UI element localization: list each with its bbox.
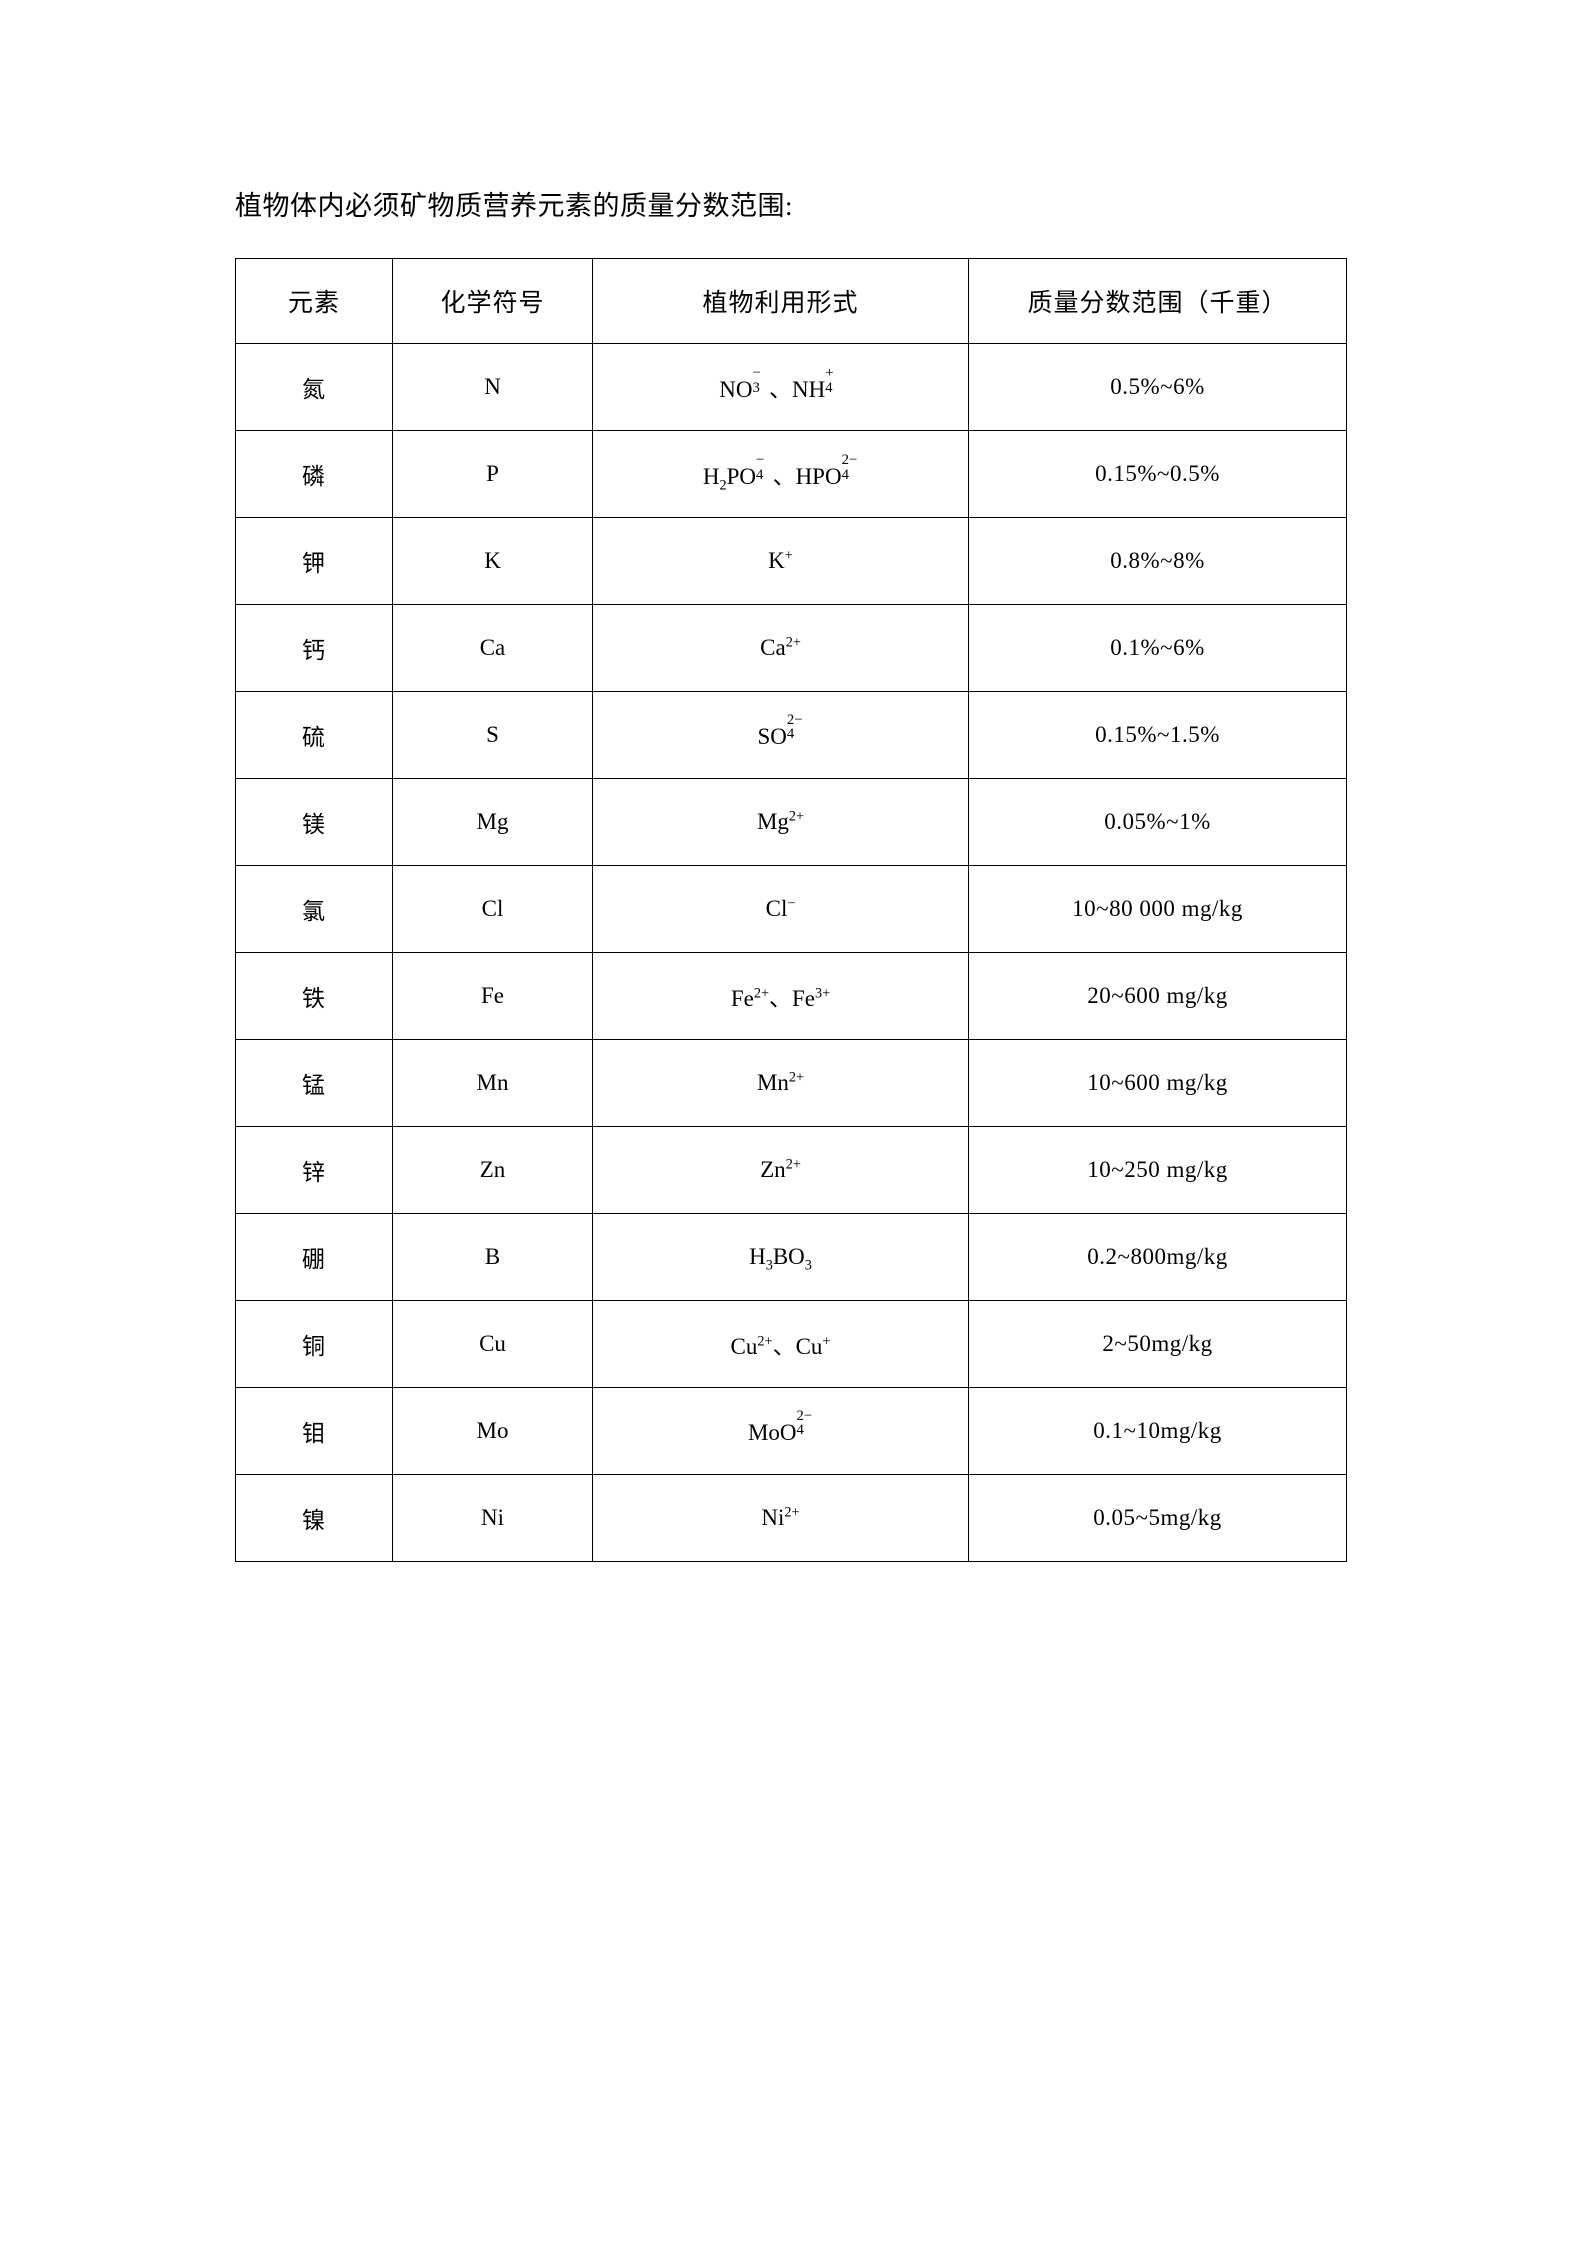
table-row: 氮 N NO −3 、NH +4 0.5%~6% [235,343,1347,431]
cell-mass-fraction-range: 0.5%~6% [968,343,1347,431]
ion-formula: H2PO −4 、HPO 2− 4 [702,452,858,494]
ion-formula: H3BO3 [749,1244,812,1274]
cell-mass-fraction-range: 0.2~800mg/kg [968,1213,1347,1301]
table-row: 镍 Ni Ni2+ 0.05~5mg/kg [235,1474,1347,1562]
ion-formula: Cl− [765,895,796,921]
cell-mass-fraction-range: 0.05%~1% [968,778,1347,866]
cell-element-name: 硫 [235,691,393,779]
cell-uptake-form: Ni2+ [592,1474,969,1562]
ion-formula: Fe2+、Fe3+ [730,985,831,1011]
cell-chemical-symbol: Mn [392,1039,593,1127]
table-row: 锰 Mn Mn2+ 10~600 mg/kg [235,1039,1347,1127]
table-row: 锌 Zn Zn2+ 10~250 mg/kg [235,1126,1347,1214]
cell-element-name: 钙 [235,604,393,692]
cell-mass-fraction-range: 0.8%~8% [968,517,1347,605]
cell-element-name: 钾 [235,517,393,605]
cell-chemical-symbol: N [392,343,593,431]
cell-mass-fraction-range: 0.1%~6% [968,604,1347,692]
cell-chemical-symbol: Ni [392,1474,593,1562]
ion-formula: K+ [768,547,793,573]
cell-uptake-form: Ca2+ [592,604,969,692]
cell-element-name: 镁 [235,778,393,866]
ion-formula: Mg2+ [756,808,805,834]
cell-uptake-form: Cu2+、Cu+ [592,1300,969,1388]
table-row: 镁 Mg Mg2+ 0.05%~1% [235,778,1347,866]
cell-element-name: 钼 [235,1387,393,1475]
cell-element-name: 氯 [235,865,393,953]
table-row: 硫 S SO 2− 4 0.15%~1.5% [235,691,1347,779]
cell-element-name: 硼 [235,1213,393,1301]
ion-formula: Mn2+ [756,1069,805,1095]
table-body: 氮 N NO −3 、NH +4 0.5%~6% 磷 P H2PO −4 、HPO 2− 4 0.15%~0… [235,343,1347,1562]
cell-chemical-symbol: S [392,691,593,779]
ion-formula: MoO 2− 4 [747,1407,813,1445]
table-row: 氯 Cl Cl− 10~80 000 mg/kg [235,865,1347,953]
cell-chemical-symbol: Zn [392,1126,593,1214]
cell-mass-fraction-range: 20~600 mg/kg [968,952,1347,1040]
cell-chemical-symbol: Ca [392,604,593,692]
cell-chemical-symbol: K [392,517,593,605]
cell-element-name: 镍 [235,1474,393,1562]
cell-element-name: 铜 [235,1300,393,1388]
cell-chemical-symbol: Cl [392,865,593,953]
cell-element-name: 磷 [235,430,393,518]
cell-chemical-symbol: P [392,430,593,518]
column-header-element: 元素 [235,258,393,344]
cell-element-name: 氮 [235,343,393,431]
page-title: 植物体内必须矿物质营养元素的质量分数范围: [235,191,794,221]
ion-formula: Zn2+ [760,1156,801,1182]
cell-uptake-form: NO −3 、NH +4 [592,343,969,431]
cell-chemical-symbol: Fe [392,952,593,1040]
ion-formula: Ca2+ [760,634,801,660]
cell-uptake-form: Cl− [592,865,969,953]
cell-uptake-form: Mn2+ [592,1039,969,1127]
cell-uptake-form: Mg2+ [592,778,969,866]
ion-formula: Cu2+、Cu+ [730,1333,831,1359]
cell-uptake-form: K+ [592,517,969,605]
cell-chemical-symbol: Cu [392,1300,593,1388]
ion-formula: NO −3 、NH +4 [719,365,834,402]
cell-mass-fraction-range: 0.1~10mg/kg [968,1387,1347,1475]
ion-formula: Ni2+ [761,1504,800,1530]
table-row: 钙 Ca Ca2+ 0.1%~6% [235,604,1347,692]
cell-mass-fraction-range: 2~50mg/kg [968,1300,1347,1388]
cell-element-name: 铁 [235,952,393,1040]
cell-mass-fraction-range: 0.15%~0.5% [968,430,1347,518]
table-row: 钾 K K+ 0.8%~8% [235,517,1347,605]
mineral-nutrient-table: 元素 化学符号 植物利用形式 质量分数范围（千重） 氮 N NO −3 、NH +4 0.5… [235,258,1347,1562]
cell-mass-fraction-range: 0.05~5mg/kg [968,1474,1347,1562]
table-header-row: 元素 化学符号 植物利用形式 质量分数范围（千重） [235,258,1347,344]
cell-mass-fraction-range: 0.15%~1.5% [968,691,1347,779]
cell-chemical-symbol: Mo [392,1387,593,1475]
cell-uptake-form: H2PO −4 、HPO 2− 4 [592,430,969,518]
cell-chemical-symbol: B [392,1213,593,1301]
ion-formula: SO 2− 4 [757,711,803,749]
table-row: 钼 Mo MoO 2− 4 0.1~10mg/kg [235,1387,1347,1475]
cell-uptake-form: Fe2+、Fe3+ [592,952,969,1040]
cell-chemical-symbol: Mg [392,778,593,866]
cell-uptake-form: MoO 2− 4 [592,1387,969,1475]
column-header-symbol: 化学符号 [392,258,593,344]
table-row: 硼 B H3BO3 0.2~800mg/kg [235,1213,1347,1301]
table-row: 铜 Cu Cu2+、Cu+ 2~50mg/kg [235,1300,1347,1388]
cell-uptake-form: H3BO3 [592,1213,969,1301]
cell-element-name: 锰 [235,1039,393,1127]
column-header-form: 植物利用形式 [592,258,969,344]
cell-element-name: 锌 [235,1126,393,1214]
cell-uptake-form: SO 2− 4 [592,691,969,779]
table-row: 铁 Fe Fe2+、Fe3+ 20~600 mg/kg [235,952,1347,1040]
cell-mass-fraction-range: 10~600 mg/kg [968,1039,1347,1127]
cell-mass-fraction-range: 10~250 mg/kg [968,1126,1347,1214]
column-header-range: 质量分数范围（千重） [968,258,1347,344]
cell-mass-fraction-range: 10~80 000 mg/kg [968,865,1347,953]
cell-uptake-form: Zn2+ [592,1126,969,1214]
table-row: 磷 P H2PO −4 、HPO 2− 4 0.15%~0.5% [235,430,1347,518]
